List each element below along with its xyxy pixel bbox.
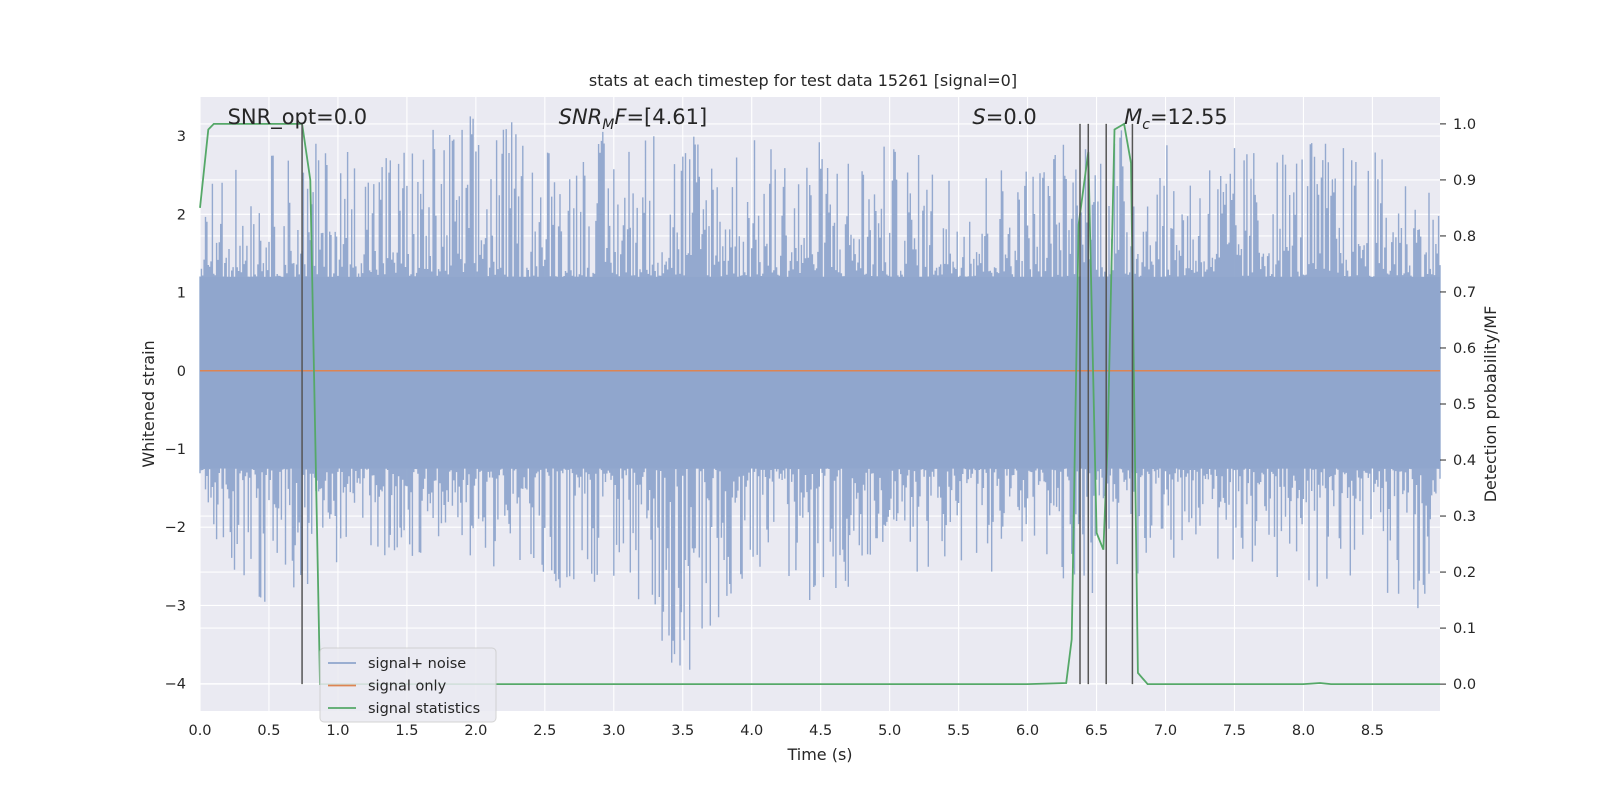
x-tick-label: 8.0 [1292, 723, 1315, 739]
legend-label: signal statistics [368, 701, 480, 717]
y-left-tick-label: 2 [177, 207, 186, 223]
x-tick-label: 0.5 [257, 723, 280, 739]
y-right-tick-label: 0.0 [1453, 677, 1476, 693]
x-tick-label: 0.0 [188, 723, 211, 739]
y-left-tick-label: 3 [177, 129, 186, 145]
y-axis-left-label: Whitened strain [139, 340, 158, 467]
y-right-tick-label: 1.0 [1453, 117, 1476, 133]
x-tick-label: 7.5 [1223, 723, 1246, 739]
x-tick-label: 6.5 [1085, 723, 1108, 739]
x-tick-label: 2.0 [464, 723, 487, 739]
y-left-tick-label: −2 [165, 520, 186, 536]
y-axis-right-label: Detection probability/MF [1481, 306, 1500, 503]
chart-title: stats at each timestep for test data 152… [589, 71, 1017, 90]
series-signal-plus-noise [199, 116, 1441, 670]
legend-label: signal only [368, 679, 447, 695]
series-lines [199, 122, 1440, 685]
y-right-axis-ticks: 1.0 0.9 0.8 0.7 0.6 0.5 0.4 0.3 0.2 0.1 0.0 [1440, 117, 1476, 693]
y-right-tick-label: 0.9 [1453, 173, 1476, 189]
x-tick-label: 5.5 [947, 723, 970, 739]
y-left-tick-label: −1 [165, 442, 186, 458]
y-left-tick-label: −4 [165, 677, 186, 693]
x-tick-label: 6.0 [1016, 723, 1039, 739]
y-right-tick-label: 0.8 [1453, 229, 1476, 245]
x-axis-ticks: 0.0 0.5 1.0 1.5 2.0 2.5 3.0 3.5 4.0 4.5 5.0 5.5 6.0 6… [188, 723, 1383, 739]
y-right-tick-label: 0.2 [1453, 565, 1476, 581]
event-marker-lines [301, 123, 1134, 685]
x-tick-label: 4.5 [809, 723, 832, 739]
legend: signal+ noise signal only signal statistic… [319, 647, 497, 723]
annotation-text: S=0.0 [972, 105, 1036, 129]
annotation-text: SNR_opt=0.0 [228, 105, 368, 130]
legend-label: signal+ noise [368, 656, 466, 672]
y-right-tick-label: 0.3 [1453, 509, 1476, 525]
annotation-text: Mc=12.55 [1124, 105, 1228, 133]
legend-box [319, 647, 497, 723]
y-left-tick-label: 0 [177, 364, 186, 380]
annotation-text: SNRMF=[4.61] [559, 105, 708, 133]
y-right-tick-label: 0.7 [1453, 285, 1476, 301]
series-line [199, 122, 1440, 685]
y-right-tick-label: 0.4 [1453, 453, 1476, 469]
annotations: SNR_opt=0.0 SNRMF=[4.61] S=0.0 Mc=12.55 [228, 105, 1228, 133]
y-left-tick-label: −3 [165, 598, 186, 614]
x-tick-label: 4.0 [740, 723, 763, 739]
x-tick-label: 1.0 [326, 723, 349, 739]
y-right-tick-label: 0.5 [1453, 397, 1476, 413]
x-tick-label: 1.5 [395, 723, 418, 739]
y-left-axis-ticks: 3 2 1 0 −1 −2 −3 −4 [165, 129, 186, 693]
y-right-tick-label: 0.6 [1453, 341, 1476, 357]
x-tick-label: 2.5 [533, 723, 556, 739]
y-left-tick-label: 1 [177, 286, 186, 302]
x-tick-label: 8.5 [1361, 723, 1384, 739]
x-tick-label: 3.5 [671, 723, 694, 739]
x-tick-label: 5.0 [878, 723, 901, 739]
x-tick-label: 7.0 [1154, 723, 1177, 739]
x-axis-label: Time (s) [786, 745, 852, 764]
y-right-tick-label: 0.1 [1453, 621, 1476, 637]
x-tick-label: 3.0 [602, 723, 625, 739]
